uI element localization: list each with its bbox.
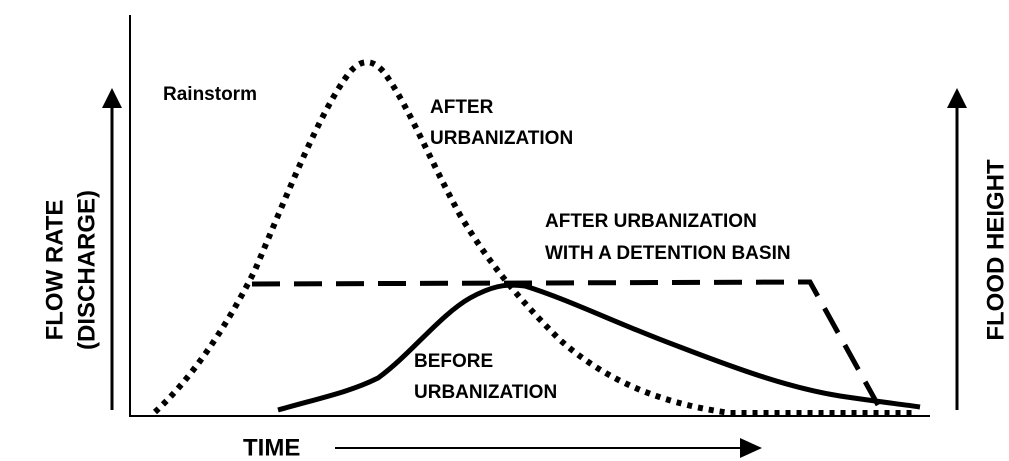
time-arrow-head [740, 438, 762, 458]
detention-basin-curve [251, 279, 881, 407]
after-urbanization-curve [152, 59, 915, 416]
before-urbanization-curve [277, 282, 921, 413]
detention-label: WITH A DETENTION BASIN [545, 243, 791, 264]
after-label: AFTER [430, 97, 494, 118]
detention-label: AFTER URBANIZATION [545, 211, 757, 232]
before-label: URBANIZATION [414, 382, 557, 403]
before-label: BEFORE [414, 351, 493, 372]
y-axis-label: FLOW RATE [41, 200, 68, 341]
y2-axis-label: FLOOD HEIGHT [982, 159, 1009, 341]
after-label: URBANIZATION [430, 128, 573, 149]
rainstorm-label: Rainstorm [163, 84, 257, 105]
x-axis-label: TIME [243, 434, 300, 461]
y-axis-label: (DISCHARGE) [73, 190, 100, 350]
flow-arrow-head [102, 88, 122, 108]
flood-arrow-head [947, 88, 967, 108]
